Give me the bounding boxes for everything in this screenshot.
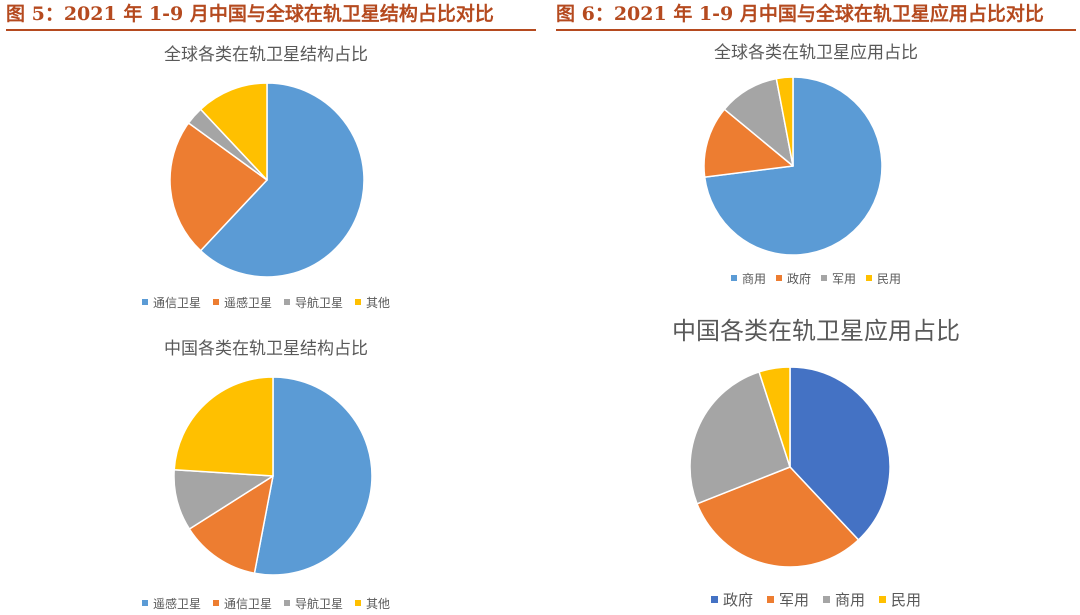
legend-swatch xyxy=(730,275,737,281)
legend-swatch xyxy=(284,600,290,606)
legend-label: 民用 xyxy=(891,590,922,609)
pie-slice-slice-2 xyxy=(703,108,794,178)
legend-label: 遥感卫星 xyxy=(223,295,272,310)
china-application-pie xyxy=(689,366,891,568)
legend-item: 导航卫星 xyxy=(284,595,343,612)
pie-slice-slice-2 xyxy=(169,122,268,252)
pie-slice-slice-4 xyxy=(199,82,268,181)
figure-6-title: 图 6：2021 年 1-9 月中国与全球在轨卫星应用占比对比 xyxy=(556,3,1044,25)
china-structure-pie xyxy=(173,376,373,576)
legend-label: 商用 xyxy=(835,590,866,609)
pie-slice-slice-4 xyxy=(173,376,274,477)
legend-item: 政府 xyxy=(710,589,753,610)
legend-item: 遥感卫星 xyxy=(141,595,201,612)
legend-label: 军用 xyxy=(778,590,809,609)
pie-slice-slice-3 xyxy=(689,371,791,505)
legend-label: 政府 xyxy=(786,271,811,286)
global-application-pie xyxy=(703,76,883,256)
pie-slice-slice-4 xyxy=(775,76,794,167)
legend-label: 导航卫星 xyxy=(295,596,344,611)
legend-item: 导航卫星 xyxy=(284,294,343,311)
legend-label: 通信卫星 xyxy=(152,295,201,310)
china-application-chart-title: 中国各类在轨卫星应用占比 xyxy=(672,317,960,345)
legend-item: 军用 xyxy=(821,270,856,287)
legend-label: 其他 xyxy=(366,596,391,611)
legend-label: 导航卫星 xyxy=(295,295,344,310)
pie-slice-slice-2 xyxy=(188,475,274,574)
legend-swatch xyxy=(866,275,873,281)
figure-5-title: 图 5：2021 年 1-9 月中国与全球在轨卫星结构占比对比 xyxy=(6,3,494,25)
legend-swatch xyxy=(823,595,830,603)
legend-label: 民用 xyxy=(877,271,902,286)
legend-label: 其他 xyxy=(366,295,391,310)
legend-item: 政府 xyxy=(775,270,811,287)
legend-item: 其他 xyxy=(355,294,390,311)
legend-item: 商用 xyxy=(823,589,865,610)
global-application-legend: 商用 政府 军用 民用 xyxy=(556,268,1076,288)
pie-slice-slice-1 xyxy=(199,82,365,278)
pie-slice-slice-1 xyxy=(789,366,891,541)
legend-item: 其他 xyxy=(355,595,390,612)
legend-swatch xyxy=(775,275,782,281)
pie-slice-slice-4 xyxy=(758,366,791,468)
legend-swatch xyxy=(141,299,148,305)
global-structure-chart-title: 全球各类在轨卫星结构占比 xyxy=(164,45,368,65)
legend-swatch xyxy=(284,299,290,305)
global-application-chart-title: 全球各类在轨卫星应用占比 xyxy=(714,43,918,63)
legend-swatch xyxy=(821,275,827,281)
legend-swatch xyxy=(141,600,148,606)
figure-5-title-rule xyxy=(6,29,536,31)
legend-swatch xyxy=(766,595,774,603)
global-structure-pie xyxy=(169,82,365,278)
figure-6-title-rule xyxy=(556,29,1076,31)
legend-swatch xyxy=(355,600,362,606)
legend-label: 政府 xyxy=(722,590,753,609)
legend-item: 军用 xyxy=(766,589,809,610)
legend-item: 通信卫星 xyxy=(212,595,272,612)
legend-item: 商用 xyxy=(730,270,766,287)
legend-item: 民用 xyxy=(866,270,901,287)
legend-item: 通信卫星 xyxy=(141,294,201,311)
china-structure-legend: 遥感卫星 通信卫星 导航卫星 其他 xyxy=(16,593,516,613)
pie-slice-slice-1 xyxy=(253,376,373,576)
legend-label: 遥感卫星 xyxy=(152,596,201,611)
legend-swatch xyxy=(212,299,219,305)
legend-label: 商用 xyxy=(741,271,766,286)
global-structure-legend: 通信卫星 遥感卫星 导航卫星 其他 xyxy=(16,292,516,312)
legend-label: 军用 xyxy=(832,271,857,286)
legend-swatch xyxy=(879,595,887,603)
legend-swatch xyxy=(710,595,718,603)
legend-label: 通信卫星 xyxy=(223,596,272,611)
legend-swatch xyxy=(355,299,362,305)
legend-swatch xyxy=(212,600,219,606)
legend-item: 民用 xyxy=(879,589,921,610)
legend-item: 遥感卫星 xyxy=(212,294,272,311)
china-application-legend: 政府 军用 商用 民用 xyxy=(556,588,1076,610)
china-structure-chart-title: 中国各类在轨卫星结构占比 xyxy=(164,339,368,359)
pie-slice-slice-2 xyxy=(696,466,860,568)
